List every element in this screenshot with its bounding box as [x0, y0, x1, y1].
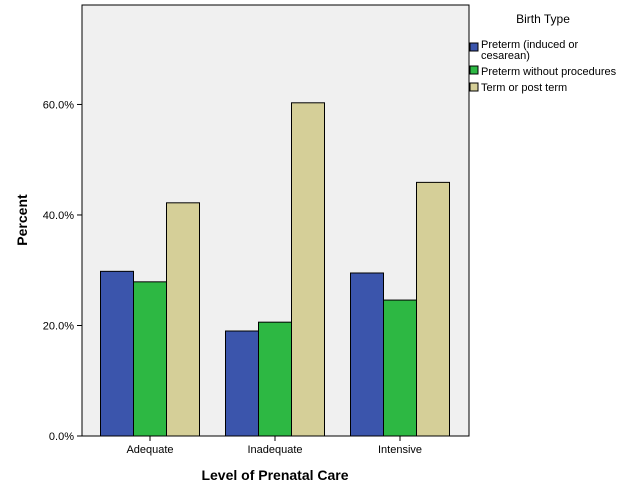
y-axis-label: Percent — [14, 194, 30, 246]
bar — [416, 181, 450, 437]
legend-title: Birth Type — [516, 12, 570, 26]
legend-swatch — [469, 42, 479, 52]
legend-label: Term or post term — [481, 82, 567, 94]
legend-label: Preterm without procedures — [481, 66, 617, 78]
legend-swatch — [469, 82, 479, 92]
x-axis: Adequate Inadequate Intensive — [126, 436, 422, 456]
bar — [133, 281, 167, 437]
bar — [291, 102, 325, 437]
y-tick-label: 0.0% — [49, 431, 74, 443]
bar — [383, 299, 417, 437]
bar — [350, 272, 384, 437]
legend-swatch — [469, 65, 479, 75]
x-tick-label: Intensive — [378, 444, 422, 456]
x-tick-label: Adequate — [126, 444, 173, 456]
bars — [100, 102, 450, 437]
legend-label: Preterm (induced or cesarean) — [481, 39, 579, 62]
y-axis: 0.0% 20.0% 40.0% 60.0% — [43, 99, 82, 443]
x-tick-label: Inadequate — [247, 444, 302, 456]
bar — [225, 330, 259, 437]
bar — [100, 270, 134, 437]
bar — [166, 202, 200, 437]
legend: Birth Type Preterm (induced or cesarean) P… — [469, 12, 617, 94]
y-tick-label: 60.0% — [43, 99, 74, 111]
x-axis-label: Level of Prenatal Care — [201, 467, 348, 483]
y-tick-label: 40.0% — [43, 210, 74, 222]
bar — [258, 321, 292, 437]
y-tick-label: 20.0% — [43, 320, 74, 332]
